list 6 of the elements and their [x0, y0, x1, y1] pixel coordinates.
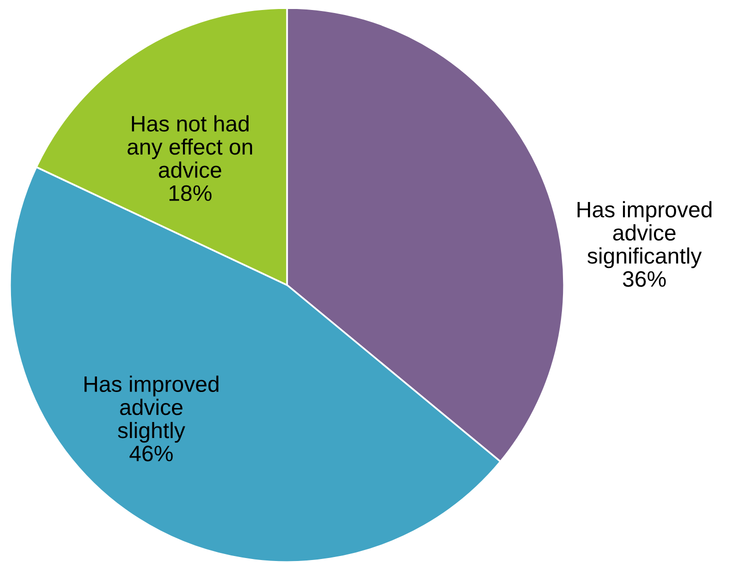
slice-label: Has improved advice slightly — [84, 376, 218, 443]
slice-label: Has not had any effect on advice — [128, 115, 252, 178]
data-label: 18% — [170, 185, 212, 202]
data-label: 36% — [622, 271, 666, 287]
slice-label: Has improved advice significantly — [578, 201, 712, 268]
data-label: 46% — [130, 446, 173, 462]
